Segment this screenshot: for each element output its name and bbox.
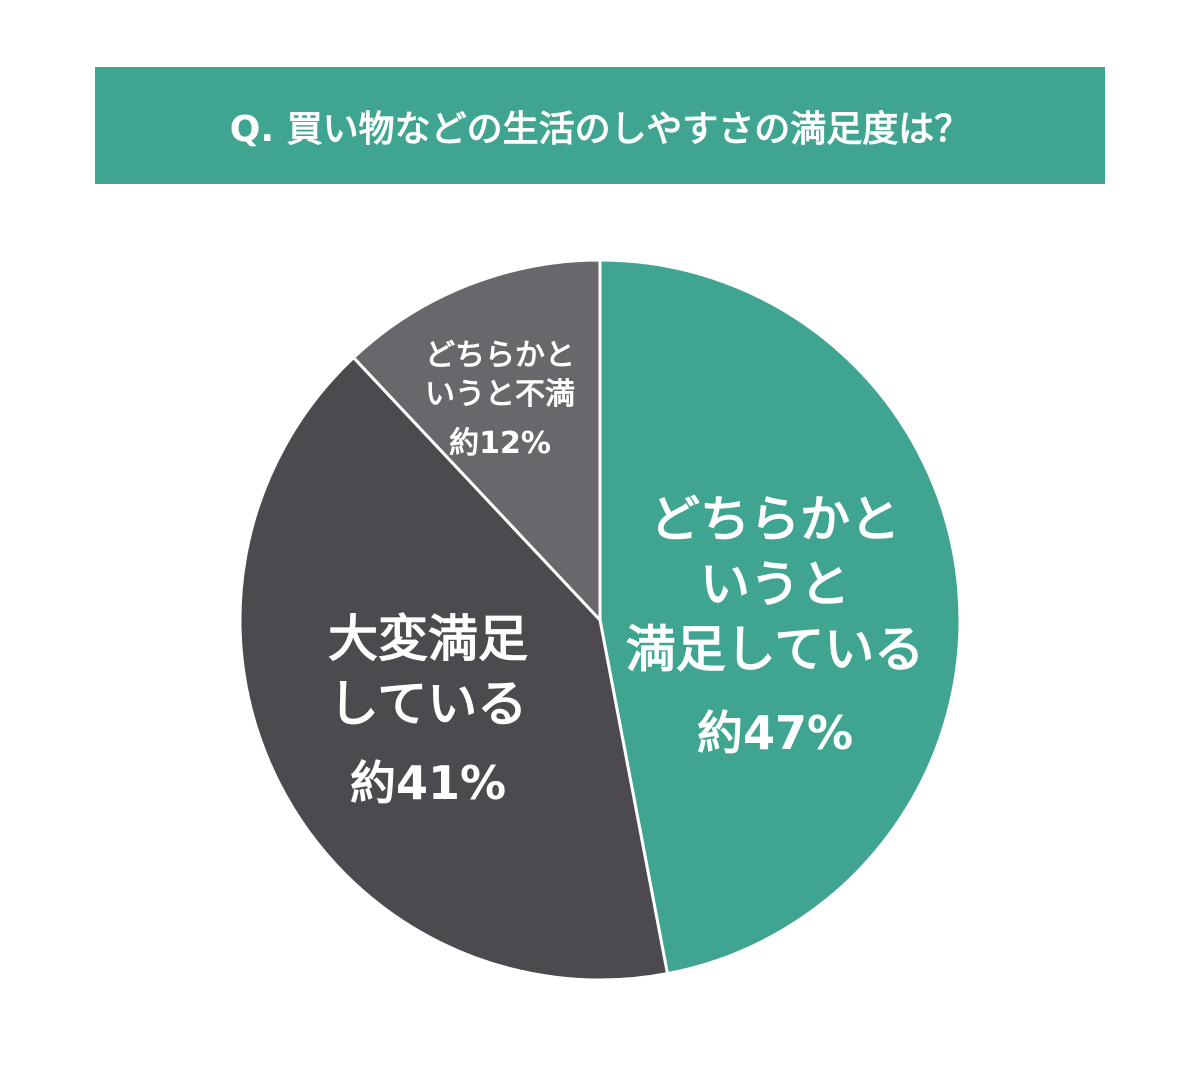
pie-slice (351, 258, 602, 624)
slice-label: どちらかと いうと 満足している (625, 490, 925, 679)
pie-slice (598, 258, 962, 976)
value-label: 約41% (349, 756, 507, 810)
slice-label: 大変満足 している (328, 610, 528, 733)
value-label: 約47% (696, 706, 854, 760)
slice-label: どちらかと いうと不満 (425, 338, 575, 412)
title-banner: Q. 買い物などの生活のしやすさの満足度は？ (95, 67, 1105, 184)
chart-title: Q. 買い物などの生活のしやすさの満足度は？ (229, 108, 971, 150)
pie-slice (238, 355, 670, 982)
value-label: 約12% (449, 426, 551, 461)
